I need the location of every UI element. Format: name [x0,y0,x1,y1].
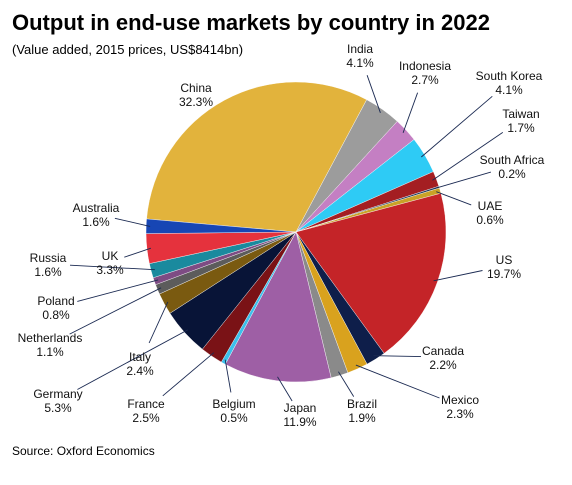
slice-value-indonesia: 2.7% [411,73,439,87]
slice-value-japan: 11.9% [283,415,316,429]
leader-line-belgium [224,359,232,393]
pie-slice-china [146,81,367,233]
slice-label-mexico: Mexico [441,393,479,407]
slice-label-poland: Poland [37,294,74,308]
slice-label-uk: UK [102,249,119,263]
leader-line-uae [436,191,472,206]
slice-value-south-africa: 0.2% [498,167,526,181]
leader-line-italy [148,301,169,344]
slice-value-uk: 3.3% [96,263,124,277]
leader-line-south-africa [435,171,492,189]
pie-slice-japan [225,231,332,383]
slice-label-china: China [180,81,212,95]
slice-value-australia: 1.6% [82,215,110,229]
slice-value-france: 2.5% [132,411,160,425]
slice-label-italy: Italy [129,350,151,364]
slice-value-india: 4.1% [346,56,374,70]
slice-label-south-africa: South Africa [480,153,545,167]
chart-title: Output in end-use markets by country in … [12,10,490,35]
leader-line-brazil [338,371,355,397]
leader-line-india [366,75,381,113]
slice-value-russia: 1.6% [34,265,62,279]
slice-label-canada: Canada [422,344,464,358]
slice-label-australia: Australia [73,201,120,215]
slice-label-germany: Germany [33,387,82,401]
leader-line-taiwan [432,132,504,181]
slice-value-italy: 2.4% [126,364,154,378]
source-note: Source: Oxford Economics [12,444,155,458]
leader-line-russia [69,264,155,271]
slice-value-taiwan: 1.7% [507,121,535,135]
slice-value-south-korea: 4.1% [495,83,523,97]
leader-lines [69,75,504,402]
slice-value-canada: 2.2% [429,358,457,372]
slice-value-brazil: 1.9% [348,411,376,425]
leader-line-japan [277,376,293,402]
leader-line-australia [114,217,151,227]
slice-label-uae: UAE [478,199,503,213]
slice-value-netherlands: 1.1% [36,345,64,359]
slice-label-brazil: Brazil [347,397,377,411]
leader-line-netherlands [69,287,162,335]
slice-label-south-korea: South Korea [476,69,543,83]
leader-line-france [162,352,215,397]
chart-subtitle: (Value added, 2015 prices, US$8414bn) [12,42,244,57]
leader-line-south-korea [421,95,493,158]
slice-label-belgium: Belgium [212,397,255,411]
leader-line-mexico [355,364,440,399]
slice-label-russia: Russia [30,251,67,265]
slice-label-us: US [496,253,513,267]
pie-slices [145,81,447,383]
pie-slice-australia [145,218,297,234]
slice-label-japan: Japan [284,401,317,415]
slice-value-china: 32.3% [179,95,213,109]
pie-slice-us [295,193,447,354]
slice-label-india: India [347,42,373,56]
leader-line-poland [77,279,159,302]
leader-line-uk [124,247,152,258]
slice-label-indonesia: Indonesia [399,59,451,73]
leader-line-indonesia [402,92,419,133]
slice-value-mexico: 2.3% [446,407,474,421]
slice-value-uae: 0.6% [476,213,504,227]
slice-value-us: 19.7% [487,267,521,281]
leader-line-us [433,270,483,282]
leader-line-canada [373,355,422,358]
slice-label-france: France [127,397,165,411]
slice-value-poland: 0.8% [42,308,70,322]
leader-line-germany [77,329,188,390]
slice-value-germany: 5.3% [44,401,72,415]
slice-value-belgium: 0.5% [220,411,248,425]
slice-label-taiwan: Taiwan [502,107,539,121]
slice-label-netherlands: Netherlands [18,331,83,345]
